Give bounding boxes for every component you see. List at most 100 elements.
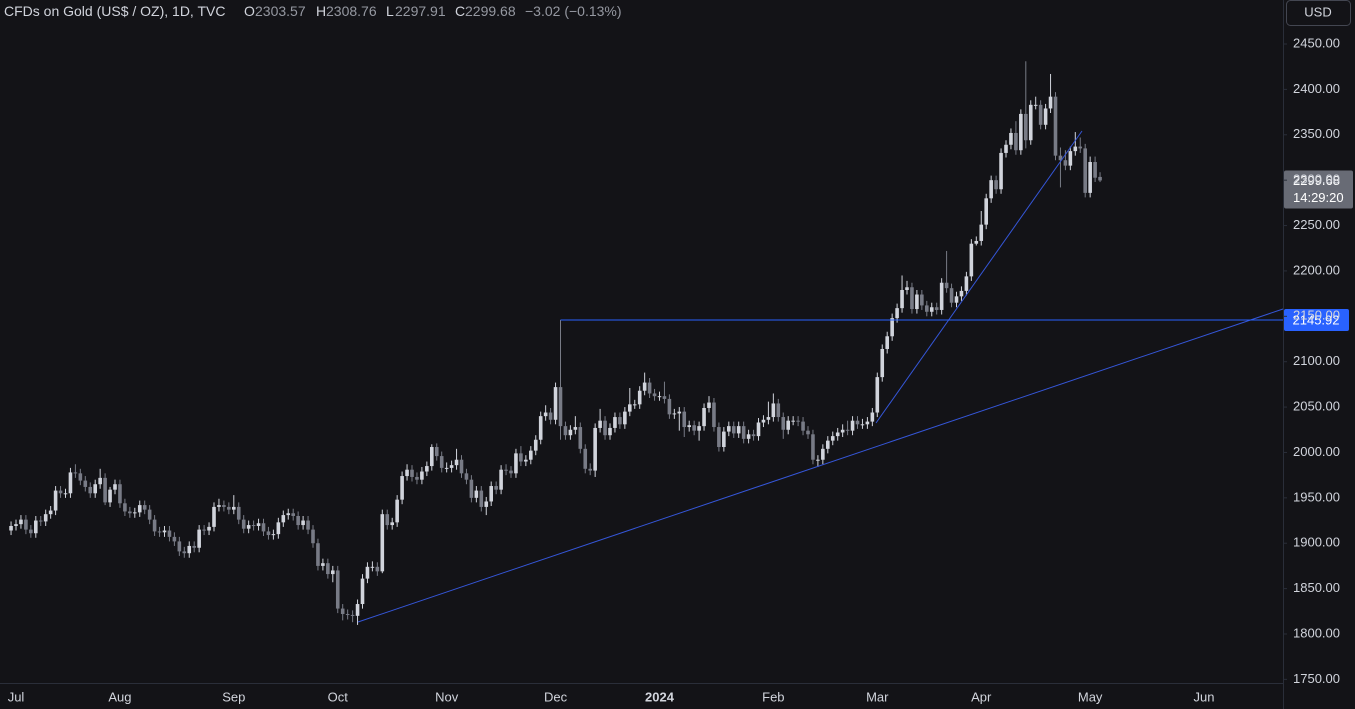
candle-body bbox=[1038, 104, 1043, 125]
candle-body bbox=[321, 563, 325, 566]
candle-body bbox=[1024, 113, 1028, 141]
y-tick-label: 2150.00 bbox=[1293, 308, 1340, 323]
candle-body bbox=[949, 288, 954, 303]
candle-body bbox=[43, 514, 48, 522]
candle-body bbox=[954, 296, 959, 303]
candle-body bbox=[24, 519, 28, 530]
candle-body bbox=[791, 420, 795, 422]
candle-body bbox=[306, 520, 310, 530]
level-label-box bbox=[1284, 309, 1349, 332]
candle-body bbox=[1073, 146, 1078, 152]
overlay: 2145.92 2299.68 14:29:20 bbox=[560, 170, 1353, 332]
candle-body bbox=[78, 473, 83, 481]
candle-body bbox=[375, 566, 380, 572]
candle-body bbox=[1033, 104, 1038, 106]
candle-body bbox=[1019, 113, 1023, 151]
candle-body bbox=[652, 393, 657, 397]
candle-body bbox=[766, 417, 771, 420]
candle-body bbox=[608, 427, 612, 436]
currency-label[interactable]: USD bbox=[1304, 4, 1331, 19]
candle-body bbox=[613, 417, 617, 428]
candle-body bbox=[19, 519, 23, 525]
candle-body bbox=[459, 459, 464, 474]
high-value: 2308.76 bbox=[326, 3, 377, 19]
candle-body bbox=[444, 467, 449, 469]
candle-body bbox=[464, 473, 469, 480]
candle-body bbox=[133, 512, 137, 514]
candle-body bbox=[291, 513, 295, 516]
candle-body bbox=[217, 505, 221, 507]
candle-body bbox=[722, 431, 726, 448]
y-tick-label: 2450.00 bbox=[1293, 35, 1340, 50]
x-tick-label: Apr bbox=[971, 689, 992, 704]
low-letter: L bbox=[386, 3, 394, 19]
candle-body bbox=[781, 417, 786, 430]
candle-body bbox=[256, 523, 261, 526]
candle-body bbox=[524, 459, 528, 462]
candle-body bbox=[68, 472, 73, 494]
candle-body bbox=[38, 520, 43, 522]
candle-body bbox=[167, 530, 172, 537]
candle-body bbox=[568, 429, 573, 436]
candle-body bbox=[1028, 104, 1033, 141]
x-tick-label: May bbox=[1078, 689, 1103, 704]
candle-body bbox=[702, 407, 706, 427]
candle-body bbox=[370, 566, 375, 568]
y-tick-label: 1850.00 bbox=[1293, 580, 1340, 595]
candle-body bbox=[642, 382, 647, 391]
candle-body bbox=[776, 403, 781, 418]
candle-body bbox=[1098, 176, 1102, 181]
candle-body bbox=[618, 417, 622, 425]
change-value: −3.02 (−0.13%) bbox=[525, 3, 622, 19]
candle-body bbox=[454, 459, 459, 466]
candle-body bbox=[1009, 132, 1013, 145]
candle-body bbox=[1078, 146, 1083, 149]
candle-body bbox=[548, 412, 553, 420]
candle-body bbox=[251, 525, 256, 527]
candle-body bbox=[939, 282, 944, 310]
candle-body bbox=[98, 477, 102, 485]
candle-body bbox=[345, 614, 350, 616]
candle-body bbox=[197, 529, 201, 548]
candle-body bbox=[415, 476, 419, 480]
x-tick-label: Sep bbox=[222, 689, 245, 704]
candle-body bbox=[672, 413, 677, 415]
candle-body bbox=[578, 427, 583, 449]
candle-body bbox=[712, 402, 716, 428]
close-value: 2299.68 bbox=[465, 3, 516, 19]
candle-body bbox=[895, 308, 899, 319]
candle-body bbox=[929, 307, 934, 312]
candle-body bbox=[583, 448, 588, 469]
candle-body bbox=[316, 543, 320, 566]
candle-body bbox=[192, 545, 196, 548]
candle-body bbox=[647, 382, 652, 394]
candle-body bbox=[241, 519, 246, 529]
high-letter: H bbox=[316, 3, 326, 19]
last-price-label: 2299.68 bbox=[1293, 173, 1340, 188]
candle-body bbox=[479, 490, 484, 507]
last-price-box bbox=[1284, 170, 1353, 209]
candle-body bbox=[103, 477, 107, 503]
y-tick-label: 1800.00 bbox=[1293, 625, 1340, 640]
candle-body bbox=[692, 425, 696, 431]
candle-body bbox=[558, 387, 563, 427]
candle-body bbox=[207, 526, 211, 531]
candle-body bbox=[281, 515, 286, 523]
candle-body bbox=[494, 486, 498, 490]
candle-body bbox=[826, 440, 830, 449]
candle-body bbox=[717, 427, 721, 448]
candle-body bbox=[400, 476, 404, 500]
candle-body bbox=[885, 336, 889, 349]
candle-body bbox=[964, 276, 969, 291]
currency-button[interactable] bbox=[1286, 0, 1351, 26]
open-value: 2303.57 bbox=[255, 3, 306, 19]
candle-body bbox=[786, 420, 790, 430]
candle-body bbox=[113, 484, 117, 490]
x-tick-label: Aug bbox=[108, 689, 131, 704]
candle-body bbox=[123, 503, 127, 512]
candle-body bbox=[474, 490, 479, 498]
candle-body bbox=[756, 422, 761, 437]
candle-body bbox=[751, 434, 756, 437]
